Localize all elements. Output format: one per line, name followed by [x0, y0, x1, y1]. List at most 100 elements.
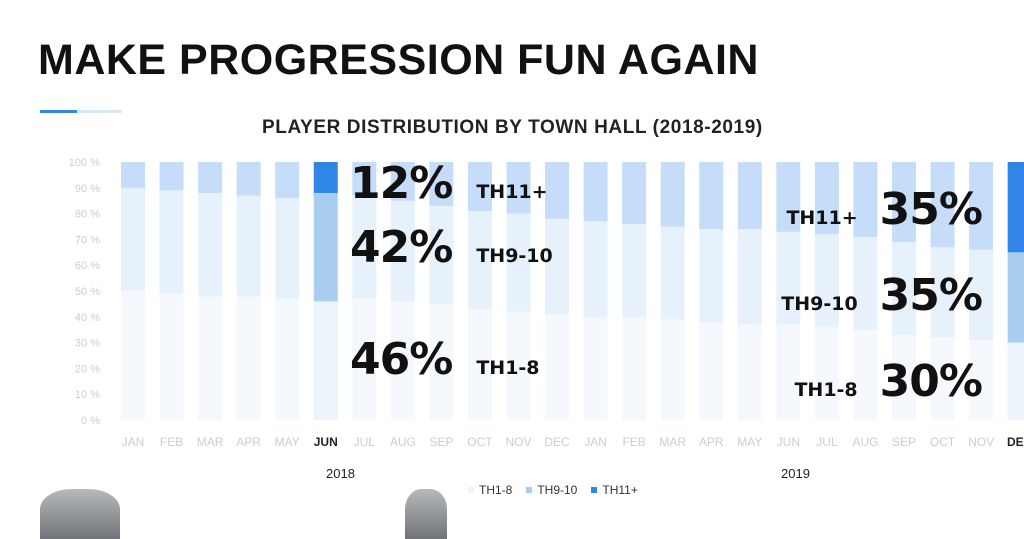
y-tick-label: 100 % — [69, 157, 100, 169]
annotation-jun-th1-8: 46% TH1-8 — [350, 334, 540, 385]
chart-legend: TH1-8 TH9-10 TH11+ — [468, 483, 652, 497]
annotation-dec-th1-8: TH1-8 30% — [794, 356, 983, 407]
y-tick-label: 80 % — [75, 209, 100, 221]
bar-th1-8-jun — [776, 324, 801, 420]
chart-title: PLAYER DISTRIBUTION BY TOWN HALL (2018-2… — [262, 117, 763, 138]
legend-swatch-th1-8 — [468, 487, 474, 493]
stacked-bar-chart: 0 % 10 % 20 % 30 % 40 % 50 % 60 % 70 % 80 % 90 % 1… — [69, 157, 1024, 449]
decorative-shape-left — [40, 489, 120, 539]
x-tick-label: MAY — [275, 435, 300, 449]
annotation-tier: TH11+ — [476, 181, 548, 203]
bar-th11--nov — [969, 162, 994, 250]
bar-th1-8-may — [737, 324, 762, 420]
legend-swatch-th9-10 — [526, 487, 533, 493]
bar-th11--oct — [930, 162, 955, 248]
annotation-tier: TH9-10 — [476, 245, 553, 267]
bar-th1-8-mar — [660, 319, 685, 420]
bar-th9-10-feb — [159, 190, 184, 294]
bar-th11--jan — [583, 162, 608, 222]
bar-th11--jul — [814, 162, 839, 235]
bar-th1-8-jul — [814, 327, 839, 420]
annotation-tier: TH11+ — [786, 207, 858, 229]
bar-th9-10-oct — [467, 211, 492, 310]
annotation-pct: 42% — [350, 222, 453, 273]
bar-th1-8-sep — [892, 334, 916, 420]
bar-th9-10-dec — [545, 218, 570, 315]
bar-th11--dec — [1007, 162, 1024, 253]
bar-th1-8-oct — [930, 337, 955, 420]
bar-th11--jan — [121, 162, 145, 188]
bar-th1-8-nov — [506, 311, 531, 420]
bar-th9-10-mar — [198, 192, 223, 297]
bar-th9-10-may — [275, 198, 300, 299]
x-tick-label: JUN — [777, 435, 800, 449]
year-label-2019: 2019 — [781, 466, 810, 481]
bar-th11--mar — [660, 162, 685, 227]
year-label-2018: 2018 — [326, 466, 355, 481]
bar-th9-10-jul — [814, 234, 839, 328]
annotation-pct: 46% — [350, 334, 453, 385]
bar-th1-8-apr — [699, 321, 724, 420]
bar-th11--sep — [892, 162, 916, 242]
bar-th9-10-aug — [853, 236, 878, 330]
bar-th9-10-aug — [390, 200, 415, 302]
bar-th11--apr — [236, 162, 261, 196]
bar-th11--jul — [352, 162, 377, 196]
bar-th11--mar — [198, 162, 223, 193]
y-tick-label: 0 % — [81, 415, 100, 427]
legend-item-th1-8: TH1-8 — [468, 483, 512, 497]
bar-th1-8-nov — [969, 340, 994, 420]
bar-th9-10-jan — [121, 187, 145, 291]
bar-th9-10-apr — [236, 195, 261, 297]
annotation-dec-th11: TH11+ 35% — [786, 184, 983, 235]
bar-th9-10-feb — [622, 223, 647, 317]
y-tick-label: 40 % — [75, 312, 100, 324]
x-tick-label: AUG — [390, 435, 416, 449]
bar-th9-10-jun — [313, 192, 338, 302]
decorative-shape-middle — [405, 489, 447, 539]
x-tick-label: DEC — [544, 435, 570, 449]
bar-th1-8-may — [275, 298, 300, 420]
x-tick-label: JAN — [584, 435, 607, 449]
y-tick-label: 30 % — [75, 338, 100, 350]
bar-th9-10-sep — [892, 241, 916, 335]
bar-th9-10-sep — [429, 205, 454, 304]
x-tick-label: NOV — [505, 435, 531, 449]
x-tick-label: JUL — [816, 435, 838, 449]
annotation-pct: 12% — [350, 158, 453, 209]
x-tick-label: DEC — [1007, 435, 1024, 449]
bar-th1-8-jan — [583, 316, 608, 420]
annotation-dec-th9-10: TH9-10 35% — [781, 270, 983, 321]
bar-th11--oct — [467, 162, 492, 212]
y-tick-label: 50 % — [75, 286, 100, 298]
bar-th11--feb — [622, 162, 647, 224]
annotation-tier: TH1-8 — [794, 379, 858, 401]
bar-th11--aug — [390, 162, 415, 201]
x-tick-label: AUG — [852, 435, 878, 449]
x-tick-label: OCT — [467, 435, 493, 449]
annotation-pct: 35% — [879, 270, 983, 321]
annotation-tier: TH1-8 — [476, 357, 540, 379]
x-tick-label: APR — [699, 435, 724, 449]
bar-th1-8-dec — [1007, 342, 1024, 420]
bar-th11--may — [737, 162, 762, 230]
x-tick-label: JUL — [354, 435, 376, 449]
legend-item-th9-10: TH9-10 — [526, 483, 577, 497]
legend-label: TH9-10 — [537, 483, 578, 497]
bar-th1-8-oct — [467, 309, 492, 420]
x-tick-label: MAR — [659, 435, 686, 449]
x-tick-label: MAY — [737, 435, 762, 449]
legend-label: TH11+ — [602, 483, 638, 497]
annotation-pct: 30% — [879, 356, 983, 407]
x-tick-label: FEB — [622, 435, 645, 449]
bar-th1-8-aug — [390, 301, 415, 420]
annotation-jun-th9-10: 42% TH9-10 — [350, 222, 553, 273]
bar-th11--dec — [545, 162, 570, 219]
title-underline — [40, 110, 122, 113]
bar-th11--apr — [699, 162, 724, 230]
slide-title: MAKE PROGRESSION FUN AGAIN — [38, 36, 759, 84]
bar-th1-8-apr — [236, 296, 261, 420]
y-tick-label: 60 % — [75, 260, 100, 272]
x-tick-label: MAR — [197, 435, 224, 449]
x-tick-label: OCT — [930, 435, 956, 449]
